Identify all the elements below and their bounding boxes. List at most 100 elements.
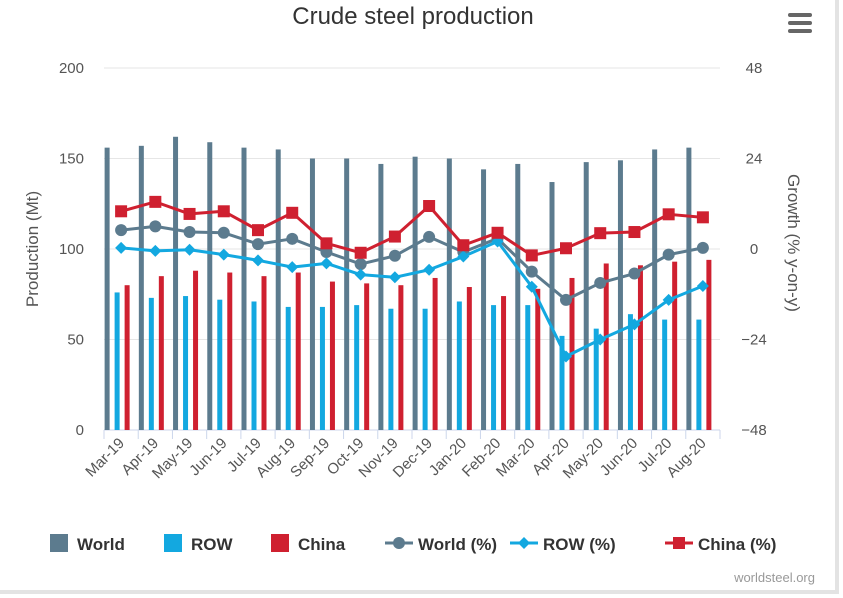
point-china (320, 237, 333, 250)
bar-world (686, 147, 692, 430)
y-tick-label: 50 (67, 332, 84, 349)
bar-china (398, 285, 404, 430)
bar-world (275, 149, 281, 430)
x-tick-label: Aug-20 (663, 435, 709, 481)
bar-row (593, 328, 599, 430)
point-china (217, 205, 230, 218)
legend-label-china[interactable]: China (%) (698, 535, 776, 554)
bar-row (251, 301, 257, 430)
point-row (696, 279, 709, 292)
point-china (252, 224, 264, 237)
bar-row (422, 308, 428, 430)
y-tick-label: 200 (59, 60, 84, 77)
bar-china (466, 287, 472, 430)
legend-symbol-china (271, 534, 289, 552)
point-row (423, 263, 436, 276)
credits-link[interactable]: worldsteel.org (733, 570, 815, 585)
point-china (628, 226, 641, 239)
point-world (286, 232, 299, 245)
legend-label-world[interactable]: World (%) (418, 535, 497, 554)
x-tick-label: Mar-19 (82, 435, 128, 481)
point-world (217, 226, 230, 239)
point-world (115, 224, 128, 237)
bar-row (354, 305, 360, 430)
legend-symbol-world (50, 534, 68, 552)
y2-tick-label: −48 (741, 422, 766, 439)
y-tick-label: 0 (76, 422, 84, 439)
legend-label-row[interactable]: ROW (%) (543, 535, 616, 554)
point-world (423, 230, 436, 243)
point-china (149, 195, 162, 208)
legend-symbol-row (164, 534, 182, 552)
point-china (115, 205, 128, 218)
bar-row (217, 299, 223, 430)
point-china (457, 239, 470, 252)
point-world (525, 265, 538, 278)
bar-world (344, 158, 350, 430)
hamburger-menu-icon[interactable] (784, 8, 816, 38)
bar-china (535, 288, 541, 430)
point-world (560, 293, 572, 306)
bar-china (124, 285, 130, 430)
x-tick-label: Jun-19 (186, 435, 230, 479)
point-china (423, 200, 436, 213)
x-tick-label: Dec-19 (390, 435, 436, 481)
y2-axis-title: Growth (% y-on-y) (784, 174, 803, 312)
point-row (320, 257, 333, 270)
point-world (183, 226, 196, 239)
x-tick-label: Jun-20 (597, 435, 641, 479)
point-row (115, 241, 128, 254)
bar-china (193, 270, 199, 430)
bar-world (207, 142, 213, 430)
point-china (662, 208, 675, 221)
point-world (696, 241, 709, 254)
y-tick-label: 150 (59, 151, 84, 168)
point-row (286, 261, 299, 274)
y-axis-title: Production (Mt) (23, 191, 42, 307)
point-row (525, 280, 538, 293)
point-row (628, 318, 641, 331)
bar-china (603, 263, 609, 430)
bar-row (388, 308, 394, 430)
point-world (662, 248, 675, 261)
point-china (594, 227, 607, 240)
bar-row (319, 306, 325, 430)
bar-row (285, 306, 291, 430)
bar-china (227, 272, 233, 430)
point-row (149, 244, 162, 257)
bar-row (491, 305, 497, 430)
y2-tick-label: 0 (750, 241, 758, 258)
legend-symbol-row (518, 537, 530, 549)
bar-row (559, 335, 565, 430)
point-row (388, 271, 401, 284)
bar-row (183, 296, 189, 430)
point-china (696, 211, 709, 224)
x-tick-label: Mar-20 (493, 435, 539, 481)
bar-row (696, 319, 702, 430)
y2-tick-label: 24 (746, 151, 763, 168)
legend-label-row[interactable]: ROW (191, 535, 234, 554)
point-china (286, 206, 299, 219)
bar-china (706, 259, 712, 430)
legend-symbol-world (393, 537, 405, 549)
point-row (354, 268, 367, 281)
chart-title: Crude steel production (292, 3, 533, 30)
y-tick-label: 100 (59, 241, 84, 258)
point-china (525, 249, 538, 262)
point-row (662, 293, 675, 306)
bar-world (241, 147, 247, 430)
bar-world (138, 145, 144, 430)
y2-tick-label: 48 (746, 60, 763, 77)
y2-tick-label: −24 (741, 332, 766, 349)
bar-world (481, 169, 487, 431)
bar-row (456, 301, 462, 430)
bar-china (295, 272, 301, 430)
bar-world (617, 160, 623, 430)
legend-label-world[interactable]: World (77, 535, 125, 554)
bar-china (329, 281, 335, 430)
line-row (120, 239, 704, 358)
legend-label-china[interactable]: China (298, 535, 346, 554)
point-china (560, 242, 572, 255)
point-world (354, 258, 367, 271)
